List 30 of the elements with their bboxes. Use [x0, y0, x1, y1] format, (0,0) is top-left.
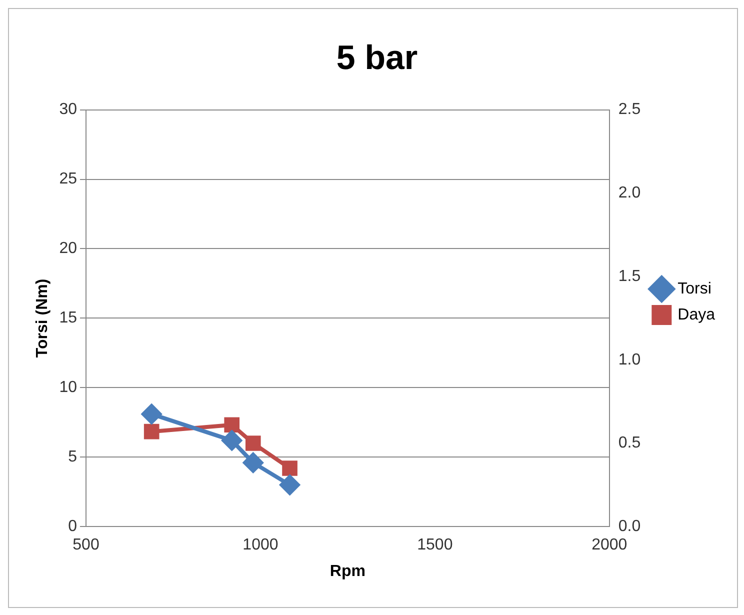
y-tick-label: 10 [59, 379, 78, 396]
point [222, 430, 242, 450]
y2-tick-label: 0.0 [618, 518, 641, 536]
y-tick-label: 15 [59, 310, 78, 327]
y-tick-label: 30 [59, 101, 78, 118]
point [280, 474, 300, 495]
chart-title: 5 bar [336, 38, 418, 77]
point [144, 424, 160, 440]
point [243, 452, 264, 473]
point [282, 460, 298, 476]
point [245, 436, 261, 451]
y-tick-label: 0 [68, 518, 78, 536]
y-tick-label: 25 [59, 170, 78, 188]
y2-tick-label: 1.0 [618, 351, 641, 368]
y2-tick-label: 0.5 [618, 434, 641, 452]
x-tick-label: 1500 [417, 536, 453, 554]
x-tick-label: 2000 [592, 536, 628, 554]
y-axis-title: Torsi (Nm) [34, 278, 52, 358]
x-tick-label: 500 [72, 536, 100, 554]
y-tick-label: 5 [68, 448, 78, 466]
y2-tick-label: 1.5 [618, 268, 641, 285]
point [224, 417, 240, 433]
y2-tick-label: 2.0 [618, 184, 641, 202]
point [142, 404, 162, 424]
x-axis-title: Rpm [330, 562, 366, 580]
legend-label: Daya [678, 306, 716, 324]
x-tick-label: 1000 [242, 536, 278, 554]
y-tick-label: 20 [59, 240, 78, 258]
y2-tick-label: 2.5 [618, 101, 641, 118]
legend-label: Torsi [678, 280, 712, 298]
